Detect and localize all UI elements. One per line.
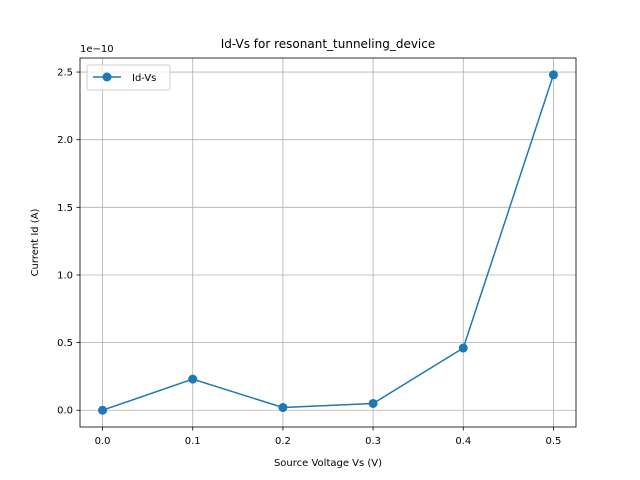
plot-frame (79, 57, 577, 428)
data-point (458, 343, 468, 353)
series-layer (98, 70, 558, 415)
data-point (98, 405, 108, 415)
y-axis-offset-text: 1e−10 (80, 44, 114, 55)
y-tick-label: 1.0 (57, 270, 73, 281)
x-tick-label: 0.4 (455, 436, 471, 447)
legend: Id-Vs (86, 64, 171, 91)
data-point (368, 398, 378, 408)
x-tick-label: 0.3 (365, 436, 381, 447)
data-point (548, 70, 558, 80)
data-point (188, 374, 198, 384)
chart-title: Id-Vs for resonant_tunneling_device (221, 37, 436, 51)
x-tick-label: 0.2 (275, 436, 291, 447)
y-tick-label: 0.0 (57, 406, 73, 417)
y-tick-label: 0.5 (57, 338, 73, 349)
x-tick-label: 0.5 (546, 436, 562, 447)
legend-marker-sample (102, 72, 112, 82)
grid-lines (80, 58, 576, 427)
series-line (102, 74, 555, 411)
x-tick-label: 0.0 (95, 436, 111, 447)
legend-entry-label: Id-Vs (132, 73, 156, 84)
x-tick-label: 0.1 (185, 436, 201, 447)
x-axis-label: Source Voltage Vs (V) (274, 458, 382, 469)
data-point (278, 403, 288, 413)
axis-ticks: 0.0 0.1 0.2 0.3 0.4 0.5 0.0 0.5 1.0 1.5 2.0 2.5 (57, 68, 561, 447)
y-tick-label: 2.0 (57, 135, 73, 146)
plot-area-background (80, 58, 576, 427)
legend-box (86, 64, 171, 91)
y-tick-label: 1.5 (57, 203, 73, 214)
y-axis-label: Current Id (A) (30, 208, 41, 276)
y-tick-label: 2.5 (57, 68, 73, 79)
